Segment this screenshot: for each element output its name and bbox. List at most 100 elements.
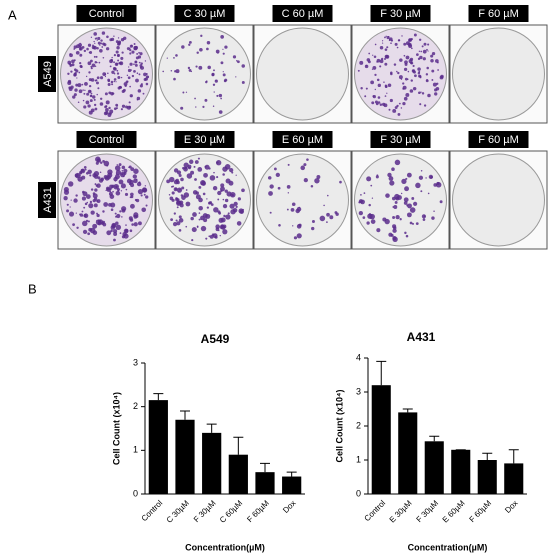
colony xyxy=(63,189,70,195)
column-label: C 30 µM xyxy=(184,8,226,20)
colony xyxy=(129,47,131,49)
colony xyxy=(384,62,388,66)
colony xyxy=(111,56,113,59)
colony xyxy=(208,235,211,238)
colony xyxy=(88,71,91,74)
colony xyxy=(129,94,133,98)
x-tick-label: F 60µM xyxy=(245,498,271,524)
error-bar xyxy=(206,423,217,433)
colony xyxy=(415,182,421,189)
colony xyxy=(209,175,216,181)
colony xyxy=(215,227,220,232)
colony xyxy=(268,191,273,196)
colony xyxy=(363,192,366,194)
colony xyxy=(138,61,141,64)
colony xyxy=(121,216,123,218)
colony xyxy=(367,60,371,64)
colony xyxy=(371,197,374,199)
colony xyxy=(106,164,109,167)
colony xyxy=(170,218,174,222)
colony xyxy=(335,212,339,216)
colony xyxy=(419,103,422,106)
colony xyxy=(113,183,119,190)
colony xyxy=(392,236,397,241)
colony xyxy=(81,83,84,86)
colony xyxy=(89,174,92,177)
well xyxy=(354,27,447,121)
colony xyxy=(398,102,401,105)
colony xyxy=(189,159,194,164)
bar xyxy=(228,454,248,494)
colony xyxy=(208,167,211,170)
bar xyxy=(255,472,275,494)
colony xyxy=(417,72,421,75)
colony xyxy=(98,219,104,225)
colony xyxy=(195,106,197,108)
colony xyxy=(176,200,181,205)
colony xyxy=(106,230,112,236)
colony xyxy=(410,61,414,65)
colony xyxy=(113,78,117,81)
colony xyxy=(111,83,114,86)
column-label: F 30 µM xyxy=(380,8,421,20)
colony xyxy=(138,51,140,54)
colony xyxy=(84,81,88,86)
bar xyxy=(371,385,391,494)
error-bar xyxy=(508,449,519,464)
colony xyxy=(83,166,87,169)
colony xyxy=(133,43,136,45)
y-axis-label: Cell Count (x10⁴) xyxy=(111,392,121,465)
colony xyxy=(223,79,227,83)
colony xyxy=(137,221,142,226)
colony xyxy=(109,194,115,199)
colony xyxy=(126,105,131,110)
colony xyxy=(74,88,78,92)
colony xyxy=(114,174,120,180)
colony xyxy=(181,195,186,200)
colony xyxy=(210,203,214,206)
colony xyxy=(173,179,179,185)
well xyxy=(354,153,447,247)
colony xyxy=(75,194,78,197)
colony xyxy=(195,194,201,200)
colony xyxy=(176,221,181,226)
colony xyxy=(91,63,96,68)
bar xyxy=(424,441,444,494)
colony xyxy=(406,172,412,178)
x-tick-label: F 30µM xyxy=(415,498,441,524)
colony xyxy=(430,54,434,58)
colony xyxy=(108,106,111,110)
x-tick-label: C 30µM xyxy=(165,498,192,525)
y-axis-label: Cell Count (x10⁴) xyxy=(334,390,344,463)
colony xyxy=(121,173,124,176)
colony xyxy=(175,197,178,200)
chart-title: A549 xyxy=(201,332,230,346)
colony xyxy=(430,175,433,179)
colony xyxy=(117,37,120,39)
x-tick-group: Dox xyxy=(281,499,297,515)
colony xyxy=(267,176,272,180)
colony xyxy=(83,213,87,218)
colony xyxy=(370,184,373,187)
colony xyxy=(229,203,235,209)
colony xyxy=(193,165,196,168)
colony xyxy=(105,107,109,112)
colony xyxy=(109,188,112,191)
colony xyxy=(418,175,424,180)
colony xyxy=(416,53,419,56)
colony xyxy=(213,69,215,72)
colony xyxy=(88,84,92,88)
x-tick-label: Dox xyxy=(281,499,297,515)
colony xyxy=(69,65,72,67)
colony xyxy=(198,185,202,189)
colony xyxy=(218,110,223,114)
colony xyxy=(181,45,185,49)
colony xyxy=(431,79,434,81)
colony xyxy=(194,97,196,100)
colony xyxy=(136,72,139,74)
colony xyxy=(195,191,199,195)
colony xyxy=(426,66,429,70)
colony xyxy=(109,65,112,68)
colony xyxy=(68,211,75,217)
